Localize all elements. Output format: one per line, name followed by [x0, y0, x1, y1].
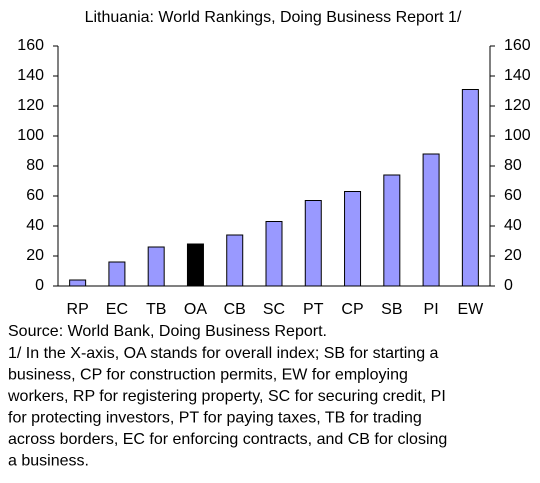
- x-tick-label: SB: [381, 301, 402, 318]
- y2-tick-label: 0: [504, 277, 513, 294]
- y2-tick-label: 60: [504, 187, 522, 204]
- footnote-line: across borders, EC for enforcing contrac…: [8, 431, 447, 448]
- bar: [461, 89, 479, 287]
- y-tick-label: 140: [17, 67, 44, 84]
- footnote-line: 1/ In the X-axis, OA stands for overall …: [8, 345, 439, 362]
- bar: [226, 234, 244, 287]
- y2-tick-label: 20: [504, 247, 522, 264]
- footnote-line: workers, RP for registering property, SC…: [7, 388, 446, 405]
- y-tick-label: 80: [26, 157, 44, 174]
- x-tick-label: PI: [424, 301, 439, 318]
- y2-tick-label: 160: [504, 37, 531, 54]
- footnote-line: for protecting investors, PT for paying …: [8, 410, 422, 427]
- x-tick-label: RP: [67, 301, 89, 318]
- x-tick-label: OA: [184, 301, 207, 318]
- x-tick-label: EW: [457, 301, 484, 318]
- y2-tick-label: 100: [504, 127, 531, 144]
- bar: [186, 243, 204, 287]
- footnote-line: business, CP for construction permits, E…: [8, 367, 408, 384]
- x-tick-label: CP: [341, 301, 363, 318]
- source: Source: World Bank, Doing Business Repor…: [8, 323, 327, 340]
- y-tick-label: 60: [26, 187, 44, 204]
- bar: [344, 191, 362, 287]
- bar: [147, 246, 165, 287]
- x-tick-label: CB: [224, 301, 246, 318]
- x-tick-label: TB: [146, 301, 166, 318]
- footnote-line: a business.: [8, 453, 89, 470]
- bar: [304, 200, 322, 287]
- y2-tick-label: 140: [504, 67, 531, 84]
- chart-title: Lithuania: World Rankings, Doing Busines…: [85, 9, 462, 26]
- y2-tick-label: 120: [504, 97, 531, 114]
- x-tick-label: SC: [263, 301, 285, 318]
- x-tick-label: EC: [106, 301, 128, 318]
- y-tick-label: 120: [17, 97, 44, 114]
- x-tick-label: PT: [303, 301, 324, 318]
- y-tick-label: 100: [17, 127, 44, 144]
- y-tick-label: 160: [17, 37, 44, 54]
- bar: [108, 261, 126, 287]
- bar: [383, 174, 401, 287]
- y2-tick-label: 80: [504, 157, 522, 174]
- y-tick-label: 40: [26, 217, 44, 234]
- y2-tick-label: 40: [504, 217, 522, 234]
- bar: [69, 279, 87, 287]
- y-tick-label: 20: [26, 247, 44, 264]
- bar: [265, 221, 283, 287]
- bar: [422, 153, 440, 287]
- y-tick-label: 0: [35, 277, 44, 294]
